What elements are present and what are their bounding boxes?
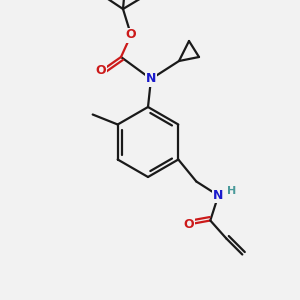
Text: O: O [183, 218, 194, 231]
Text: N: N [213, 189, 224, 202]
Text: O: O [96, 64, 106, 77]
Text: O: O [126, 28, 136, 41]
Text: N: N [146, 73, 156, 85]
Text: H: H [227, 185, 237, 196]
